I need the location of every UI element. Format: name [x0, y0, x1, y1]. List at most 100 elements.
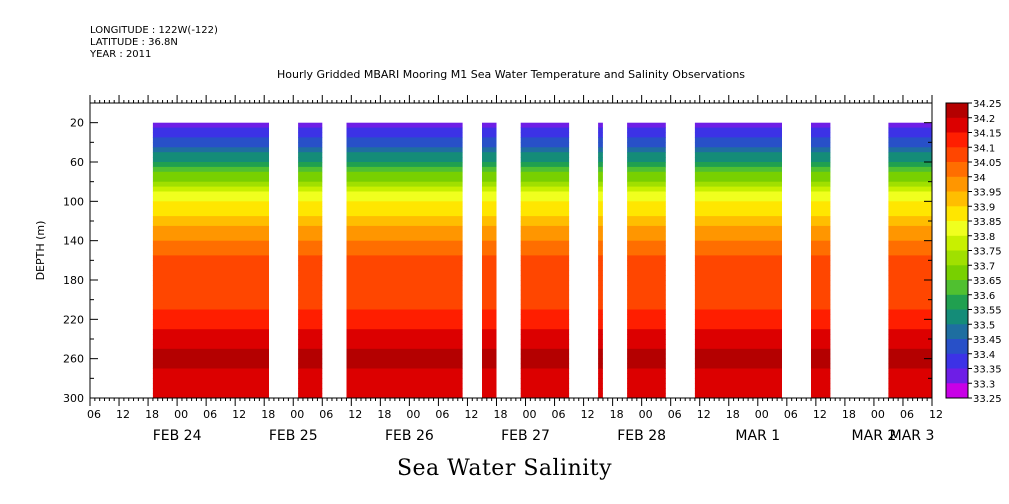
salinity-cell: [627, 181, 666, 188]
year-label: YEAR : 2011: [90, 49, 152, 60]
salinity-cell: [482, 206, 497, 212]
salinity-cell: [520, 211, 570, 217]
salinity-cell: [298, 289, 323, 296]
salinity-cell: [888, 383, 932, 389]
colorbar-label: 33.6: [973, 291, 995, 302]
salinity-cell: [152, 221, 269, 227]
colorbar-label: 34: [973, 173, 986, 184]
salinity-cell: [888, 289, 932, 296]
salinity-cell: [152, 250, 269, 256]
salinity-cell: [346, 137, 463, 143]
colorbar-swatch: [946, 162, 968, 178]
salinity-cell: [888, 255, 932, 261]
salinity-cell: [482, 309, 497, 315]
salinity-cell: [298, 304, 323, 310]
salinity-cell: [627, 245, 666, 251]
salinity-cell: [627, 294, 666, 301]
salinity-cell: [298, 132, 323, 138]
salinity-cell: [598, 378, 603, 384]
salinity-cell: [298, 343, 323, 350]
salinity-cell: [627, 255, 666, 261]
salinity-cell: [520, 319, 570, 325]
salinity-cell: [298, 275, 323, 281]
salinity-cell: [298, 329, 323, 335]
salinity-cell: [152, 171, 269, 178]
salinity-cell: [482, 152, 497, 158]
salinity-cell: [888, 235, 932, 242]
salinity-cell: [694, 265, 782, 271]
salinity-cell: [598, 216, 603, 222]
salinity-cell: [520, 225, 570, 232]
variable-caption: Sea Water Salinity: [396, 456, 613, 481]
salinity-cell: [346, 132, 463, 138]
salinity-cell: [888, 294, 932, 301]
salinity-cell: [346, 304, 463, 310]
salinity-cell: [888, 329, 932, 335]
salinity-cell: [346, 147, 463, 153]
salinity-cell: [627, 363, 666, 369]
x-date-label: MAR 2: [852, 428, 897, 444]
salinity-cell: [598, 235, 603, 242]
x-date-label: FEB 28: [617, 428, 666, 444]
salinity-cell: [520, 358, 570, 365]
salinity-cell: [888, 171, 932, 178]
salinity-cell: [346, 339, 463, 345]
salinity-cell: [627, 378, 666, 384]
salinity-cell: [694, 196, 782, 202]
y-tick-label: 260: [63, 353, 84, 366]
salinity-cell: [694, 314, 782, 320]
salinity-cell: [598, 329, 603, 335]
salinity-cell: [346, 284, 463, 291]
colorbar-label: 33.4: [973, 350, 995, 361]
salinity-cell: [598, 383, 603, 389]
salinity-cell: [346, 289, 463, 296]
salinity-cell: [298, 166, 323, 173]
x-tick-label: 18: [726, 408, 740, 421]
salinity-cell: [598, 368, 603, 374]
salinity-cell: [694, 127, 782, 133]
salinity-cell: [694, 166, 782, 173]
salinity-cell: [598, 275, 603, 281]
salinity-cell: [482, 329, 497, 335]
salinity-cell: [298, 176, 323, 183]
colorbar-swatch: [946, 132, 968, 148]
salinity-cell: [694, 171, 782, 178]
salinity-cell: [482, 304, 497, 310]
salinity-cell: [482, 171, 497, 178]
salinity-cell: [298, 373, 323, 379]
salinity-cell: [694, 280, 782, 286]
x-tick-label: 12: [929, 408, 943, 421]
salinity-cell: [627, 329, 666, 335]
salinity-cell: [346, 191, 463, 197]
salinity-cell: [627, 280, 666, 286]
salinity-cell: [298, 353, 323, 360]
salinity-cell: [694, 309, 782, 315]
salinity-cell: [694, 176, 782, 183]
salinity-cell: [346, 245, 463, 251]
salinity-cell: [598, 171, 603, 178]
salinity-cell: [152, 225, 269, 232]
salinity-cell: [694, 334, 782, 340]
salinity-cell: [346, 216, 463, 222]
salinity-cell: [520, 353, 570, 360]
x-tick-label: 00: [639, 408, 653, 421]
salinity-cell: [152, 393, 269, 399]
salinity-cell: [346, 211, 463, 217]
x-tick-label: 12: [116, 408, 130, 421]
colorbar-label: 34.25: [973, 99, 1002, 110]
y-tick-label: 60: [70, 156, 84, 169]
salinity-cell: [298, 363, 323, 369]
colorbar-label: 33.3: [973, 379, 995, 390]
salinity-cell: [694, 378, 782, 384]
salinity-cell: [152, 181, 269, 188]
salinity-cell: [598, 132, 603, 138]
salinity-cell: [627, 137, 666, 143]
salinity-cell: [298, 314, 323, 320]
salinity-cell: [694, 284, 782, 291]
salinity-cell: [888, 393, 932, 399]
salinity-cell: [346, 127, 463, 133]
salinity-cell: [811, 304, 831, 310]
x-tick-label: 18: [842, 408, 856, 421]
x-tick-label: 06: [900, 408, 914, 421]
salinity-cell: [520, 334, 570, 340]
